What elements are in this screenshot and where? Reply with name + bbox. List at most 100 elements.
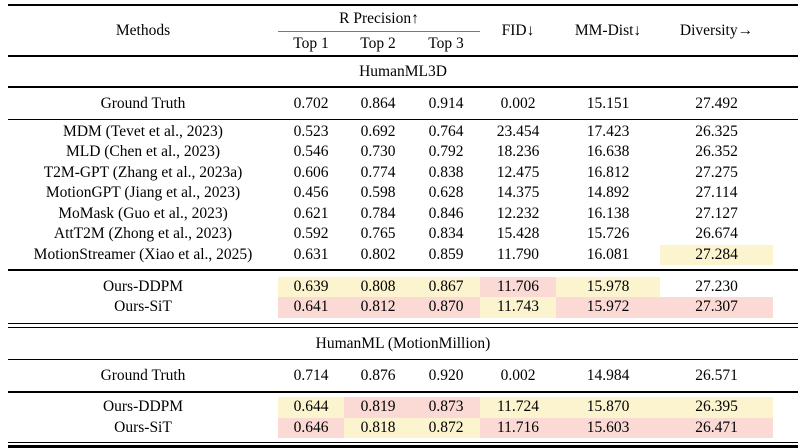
table-row: Ours-SiT 0.641 0.812 0.870 11.743 15.972… (8, 297, 798, 318)
value-cell-diversity: 27.284 (660, 244, 773, 266)
spacer-cell (773, 142, 798, 163)
spacer-cell (773, 204, 798, 225)
value-cell-fid: 11.790 (496, 245, 540, 263)
value-cell-top1: 0.606 (293, 163, 329, 181)
rule (8, 391, 798, 393)
table-row: MLD (Chen et al., 2023) 0.546 0.730 0.79… (8, 142, 798, 163)
value-cell-top1: 0.523 (293, 122, 329, 140)
value-cell-diversity: 26.352 (695, 143, 738, 161)
rule (8, 269, 798, 271)
value-cell-top1: 0.702 (293, 94, 329, 112)
table-header: Methods R Precision↑ FID↓ MM-Dist↓ Diver… (8, 6, 798, 55)
spacer-cell (773, 360, 798, 391)
value-cell-diversity: 27.127 (695, 204, 738, 222)
value-cell-top3: 0.920 (428, 367, 464, 385)
spacer-cell (773, 163, 798, 184)
value-cell-top3: 0.764 (428, 122, 464, 140)
value-cell-mm-dist: 14.892 (586, 184, 630, 202)
value-cell-top3: 0.628 (428, 184, 464, 202)
value-cell-diversity: 27.230 (695, 277, 738, 295)
table-row: MotionGPT (Jiang et al., 2023) 0.456 0.5… (8, 183, 798, 204)
col-header-top3: Top 3 (428, 34, 464, 52)
value-cell-diversity: 26.395 (660, 397, 773, 418)
method-cell: T2M-GPT (Zhang et al., 2023a) (43, 163, 243, 181)
method-cell: MDM (Tevet et al., 2023) (63, 122, 223, 140)
bottom-rule-thick (8, 445, 798, 448)
section2-title-block: HumanML (MotionMillion) (8, 328, 798, 359)
table-row: Ours-DDPM 0.644 0.819 0.873 11.724 15.87… (8, 397, 798, 418)
value-cell-diversity: 27.114 (695, 184, 738, 202)
section1-title-block: HumanML3D (8, 57, 798, 86)
value-cell-mm-dist: 14.984 (586, 367, 630, 385)
value-cell-diversity: 26.471 (660, 417, 773, 439)
value-cell-top3: 0.792 (428, 143, 464, 161)
value-cell-top2: 0.876 (360, 367, 396, 385)
method-cell: MotionGPT (Jiang et al., 2023) (45, 184, 241, 202)
value-cell-top3: 0.859 (428, 245, 464, 263)
value-cell-top2: 0.808 (344, 276, 412, 298)
value-cell-mm-dist: 16.081 (586, 245, 630, 263)
value-cell-diversity: 27.275 (695, 163, 738, 181)
value-cell-mm-dist: 15.603 (556, 417, 660, 439)
method-cell: Ours-DDPM (102, 277, 184, 295)
table-row: Ground Truth 0.714 0.876 0.920 0.002 14.… (8, 360, 798, 391)
method-cell: MotionStreamer (Xiao et al., 2025) (33, 245, 253, 263)
section-divider-rule-2 (8, 326, 798, 329)
table-row: Ours-SiT 0.646 0.818 0.872 11.716 15.603… (8, 417, 798, 439)
col-header-methods: Methods (115, 21, 171, 39)
table-row: T2M-GPT (Zhang et al., 2023a) 0.606 0.77… (8, 163, 798, 184)
method-cell: Ground Truth (100, 94, 186, 112)
rule (8, 86, 798, 88)
value-cell-top1: 0.641 (278, 297, 344, 318)
section2-ours: Ours-DDPM 0.644 0.819 0.873 11.724 15.87… (8, 397, 798, 439)
value-cell-top1: 0.639 (278, 276, 344, 298)
spacer-cell (773, 418, 798, 439)
value-cell-top2: 0.818 (344, 417, 412, 439)
spacer-cell (773, 6, 798, 55)
value-cell-top2: 0.819 (344, 397, 412, 418)
value-cell-top3: 0.873 (412, 397, 480, 418)
col-header-r-precision: R Precision↑ (278, 6, 481, 33)
spacer-cell (773, 297, 798, 318)
value-cell-top1: 0.646 (278, 417, 344, 439)
value-cell-fid: 12.475 (496, 163, 540, 181)
value-cell-top2: 0.864 (360, 94, 396, 112)
value-cell-top3: 0.846 (428, 204, 464, 222)
value-cell-top3: 0.838 (428, 163, 464, 181)
col-header-top1: Top 1 (293, 34, 329, 52)
value-cell-mm-dist: 16.638 (586, 143, 630, 161)
value-cell-top3: 0.870 (412, 297, 480, 318)
value-cell-fid: 12.232 (496, 204, 540, 222)
value-cell-diversity: 26.674 (695, 225, 738, 243)
method-cell: Ground Truth (100, 367, 186, 385)
spacer-cell (773, 397, 798, 418)
method-cell: Ours-DDPM (102, 398, 184, 416)
top-rule (8, 4, 798, 7)
value-cell-fid: 11.716 (480, 417, 556, 439)
value-cell-mm-dist: 15.726 (586, 225, 630, 243)
value-cell-mm-dist: 15.978 (556, 276, 660, 298)
col-header-top2: Top 2 (360, 34, 396, 52)
value-cell-top2: 0.784 (360, 204, 396, 222)
table-row: Ground Truth 0.702 0.864 0.914 0.002 15.… (8, 88, 798, 119)
value-cell-top1: 0.621 (293, 204, 329, 222)
table-row: MotionStreamer (Xiao et al., 2025) 0.631… (8, 244, 798, 266)
spacer-cell (773, 183, 798, 204)
value-cell-fid: 15.428 (496, 225, 540, 243)
value-cell-fid: 14.375 (496, 184, 540, 202)
spacer-cell (773, 245, 798, 266)
value-cell-fid: 0.002 (500, 367, 536, 385)
table-row: MoMask (Guo et al., 2023) 0.621 0.784 0.… (8, 204, 798, 225)
value-cell-top1: 0.456 (293, 184, 329, 202)
section1-ours: Ours-DDPM 0.639 0.808 0.867 11.706 15.97… (8, 276, 798, 318)
section-divider-rule-1 (8, 322, 798, 325)
value-cell-diversity: 26.325 (695, 122, 738, 140)
value-cell-fid: 11.724 (480, 397, 556, 418)
value-cell-fid: 23.454 (496, 122, 540, 140)
rule (8, 359, 798, 361)
rule (8, 118, 798, 120)
value-cell-top1: 0.546 (293, 143, 329, 161)
section-title: HumanML (MotionMillion) (315, 335, 491, 353)
value-cell-top1: 0.714 (293, 367, 329, 385)
